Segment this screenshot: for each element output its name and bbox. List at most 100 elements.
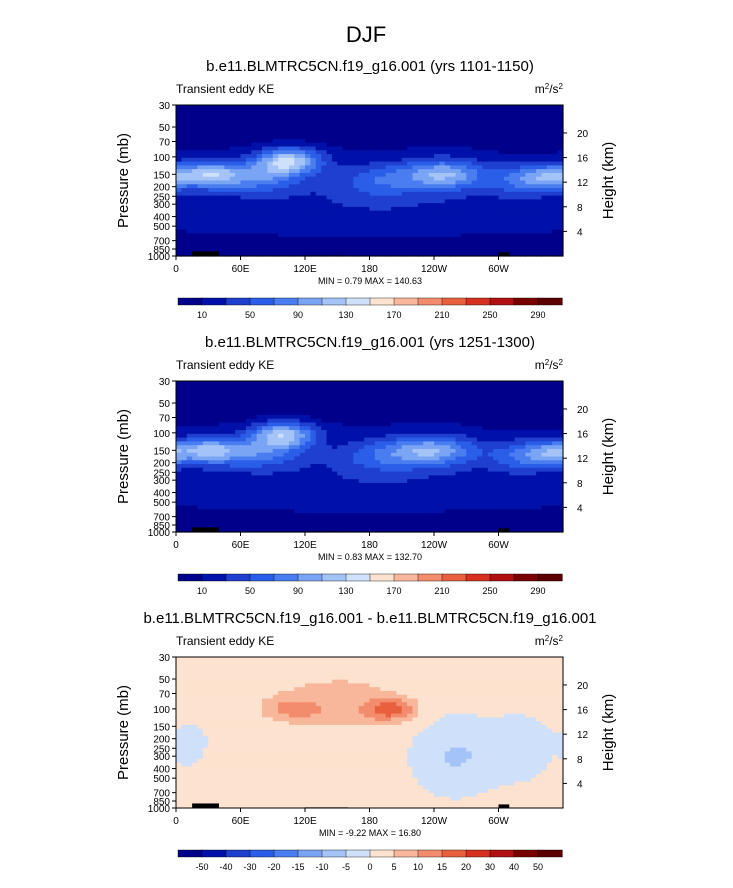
heatmap-cell <box>299 437 306 442</box>
heatmap-cell <box>423 138 430 144</box>
heatmap-cell <box>439 161 446 167</box>
heatmap-cell <box>315 448 322 454</box>
heatmap-cell <box>208 116 215 121</box>
heatmap-cell <box>208 195 215 200</box>
heatmap-cell <box>471 430 478 435</box>
heatmap-cell <box>278 414 285 420</box>
heatmap-cell <box>299 244 306 250</box>
heatmap-cell <box>197 105 204 110</box>
heatmap-cell <box>471 206 478 212</box>
x-tick-label: 0 <box>173 264 179 275</box>
heatmap-cell <box>434 214 440 219</box>
heatmap-cell <box>283 448 290 454</box>
heatmap-cell <box>176 161 182 167</box>
heatmap-cell <box>358 180 365 185</box>
heatmap-cell <box>391 422 397 427</box>
heatmap-cell <box>272 426 279 431</box>
heatmap-cell <box>358 210 365 216</box>
heatmap-cell <box>466 161 473 167</box>
heatmap-cell <box>450 482 457 488</box>
heatmap-cell <box>342 123 349 129</box>
heatmap-cell <box>256 199 263 204</box>
heatmap-cell <box>396 437 403 442</box>
heatmap-cell <box>337 411 344 416</box>
heatmap-cell <box>219 407 225 412</box>
heatmap-cell <box>369 222 376 227</box>
heatmap-cell <box>208 172 215 178</box>
heatmap-cell <box>337 407 344 412</box>
heatmap-cell <box>407 381 414 386</box>
heatmap-cell <box>224 203 231 208</box>
heatmap-cell <box>192 172 199 178</box>
heatmap-cell <box>396 138 403 144</box>
heatmap-cell <box>455 146 462 151</box>
heatmap-cell <box>541 142 548 148</box>
heatmap-cell <box>455 433 462 439</box>
heatmap-cell <box>272 199 279 204</box>
heatmap-cell <box>503 456 510 461</box>
heatmap-cell <box>546 448 553 454</box>
heatmap-cell <box>428 240 435 246</box>
heatmap-cell <box>391 479 397 484</box>
heatmap-cell <box>235 150 242 155</box>
heatmap-cell <box>181 475 188 480</box>
heatmap-cell <box>197 191 204 197</box>
heatmap-cell <box>369 225 376 231</box>
heatmap-cell <box>213 411 220 416</box>
heatmap-cell <box>525 116 532 121</box>
heatmap-cell <box>315 112 322 117</box>
heatmap-cell <box>208 418 215 424</box>
heatmap-cell <box>546 210 553 216</box>
heatmap-cell <box>315 157 322 163</box>
heatmap-cell <box>256 388 263 393</box>
heatmap-cell <box>498 123 505 129</box>
heatmap-cell <box>224 441 231 446</box>
heatmap-cell <box>509 407 516 412</box>
heatmap-cell <box>503 475 510 480</box>
heatmap-cell <box>536 154 543 159</box>
heatmap-cell <box>251 403 258 409</box>
heatmap-cell <box>520 448 526 454</box>
heatmap-cell <box>412 430 419 435</box>
y-tick-label: 30 <box>159 101 171 112</box>
heatmap-cell <box>321 456 328 461</box>
heatmap-cell <box>520 384 526 390</box>
heatmap-cell <box>482 482 489 488</box>
heatmap-cell <box>299 392 306 397</box>
heatmap-cell <box>235 203 242 208</box>
heatmap-cell <box>520 407 526 412</box>
heatmap-cell <box>337 206 344 212</box>
heatmap-cell <box>417 467 424 473</box>
heatmap-cell <box>358 482 365 488</box>
heatmap-cell <box>213 116 220 121</box>
heatmap-cell <box>278 388 285 393</box>
heatmap-cell <box>235 437 242 442</box>
heatmap-cell <box>525 467 532 473</box>
heatmap-cell <box>331 138 338 144</box>
heatmap-cell <box>213 165 220 170</box>
heatmap-cell <box>213 437 220 442</box>
heatmap-cell <box>364 452 371 458</box>
heatmap-cell <box>272 464 279 469</box>
heatmap-cell <box>536 195 543 200</box>
heatmap-cell <box>514 452 521 458</box>
heatmap-cell <box>251 180 258 185</box>
heatmap-cell <box>192 157 199 163</box>
heatmap-cell <box>176 172 182 178</box>
heatmap-cell <box>460 210 467 216</box>
heatmap-cell <box>202 150 209 155</box>
heatmap-cell <box>197 407 204 412</box>
heatmap-cell <box>245 396 252 401</box>
heatmap-cell <box>423 203 430 208</box>
heatmap-cell <box>546 142 553 148</box>
heatmap-cell <box>305 199 311 204</box>
heatmap-cell <box>342 142 349 148</box>
heatmap-cell <box>326 460 333 465</box>
heatmap-cell <box>278 433 285 439</box>
heatmap-cell <box>288 225 295 231</box>
heatmap-cell <box>331 399 338 405</box>
heatmap-cell <box>536 127 543 133</box>
heatmap-cell <box>364 426 371 431</box>
heatmap-cell <box>202 191 209 197</box>
heatmap-cell <box>434 116 440 121</box>
